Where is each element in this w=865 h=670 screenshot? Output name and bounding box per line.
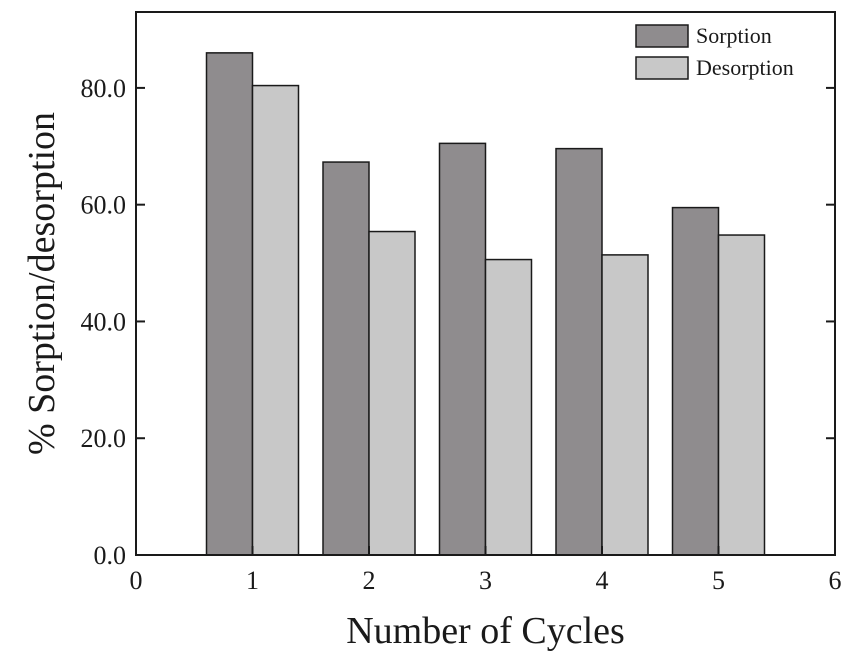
- bar-sorption-cycle-5: [671, 206, 720, 556]
- bars-layer: [205, 52, 766, 556]
- legend-label-desorption: Desorption: [696, 55, 794, 80]
- x-axis-title: Number of Cycles: [346, 610, 625, 652]
- x-tick-label: 1: [246, 566, 259, 595]
- bar-desorption-cycle-4: [601, 254, 649, 556]
- bar-sorption-cycle-4: [555, 147, 603, 556]
- legend-swatch-desorption: [635, 56, 689, 80]
- bar-desorption-cycle-1: [251, 84, 300, 556]
- legend: Sorption Desorption: [635, 23, 794, 80]
- ticks-layer: [135, 86, 836, 556]
- y-tick-label: 40.0: [81, 307, 127, 336]
- x-tick-label: 4: [596, 566, 609, 595]
- bar-sorption-cycle-2: [322, 161, 370, 556]
- x-tick-label: 5: [712, 566, 725, 595]
- bar-sorption-cycle-1: [205, 52, 254, 556]
- x-tick-label: 6: [829, 566, 842, 595]
- y-tick-label: 0.0: [94, 541, 127, 570]
- y-tick-label: 60.0: [81, 191, 127, 220]
- y-axis-title: % Sorption/desorption: [21, 112, 63, 455]
- bar-sorption-cycle-3: [438, 142, 487, 556]
- x-tick-label: 2: [363, 566, 376, 595]
- x-tick-label: 0: [130, 566, 143, 595]
- bar-desorption-cycle-3: [484, 258, 533, 556]
- legend-swatch-sorption: [635, 24, 689, 48]
- y-tick-label: 80.0: [81, 74, 127, 103]
- bar-desorption-cycle-2: [368, 230, 416, 556]
- tick-labels-layer: 0 1 2 3 4 5 60.020.040.060.080.0: [81, 74, 842, 595]
- y-tick-label: 20.0: [81, 424, 127, 453]
- bar-desorption-cycle-5: [717, 234, 766, 556]
- legend-label-sorption: Sorption: [696, 23, 772, 48]
- x-tick-label: 3: [479, 566, 492, 595]
